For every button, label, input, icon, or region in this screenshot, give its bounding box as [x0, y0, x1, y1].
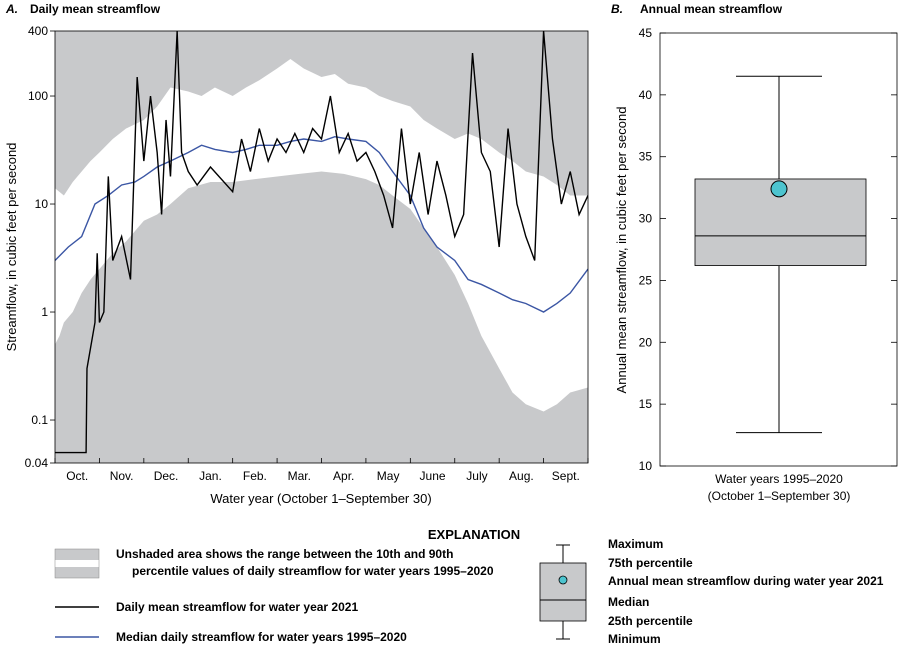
x-tick-label-a: Feb.	[243, 469, 267, 483]
range-swatch-band	[55, 560, 99, 567]
y-tick-label-a: 0.1	[31, 413, 48, 427]
y-tick-label-b: 30	[639, 212, 653, 226]
y-tick-label-b: 15	[639, 397, 653, 411]
x-tick-label-a: June	[420, 469, 446, 483]
y-tick-label-a: 400	[28, 24, 48, 38]
plot-a-axes: 0.04 0.1 1 10 100 400 Oct. Nov. Dec. Jan. Feb. Mar.…	[25, 24, 589, 483]
y-tick-label-b: 25	[639, 273, 653, 287]
median-daily-line	[55, 135, 588, 313]
annual-mean-2021-point	[770, 180, 788, 198]
y-tick-label-a: 1	[41, 305, 48, 319]
panel-a-label: A.	[5, 2, 18, 16]
x-tick-label-a: Jan.	[199, 469, 222, 483]
plot-b-category-sub: (October 1–September 30)	[708, 489, 851, 503]
y-tick-label-b: 10	[639, 459, 653, 473]
x-tick-label-a: Dec.	[154, 469, 179, 483]
legend-median: Median	[608, 595, 649, 609]
y-tick-label-a: 10	[35, 197, 49, 211]
legend-p75: 75th percentile	[608, 556, 693, 570]
percentile-range-band	[55, 59, 588, 412]
y-tick-label-a: 0.04	[25, 456, 49, 470]
panel-a-title: Daily mean streamflow	[30, 2, 161, 16]
legend-maximum: Maximum	[608, 537, 663, 551]
legend-box-point	[558, 575, 568, 585]
box-plot	[694, 75, 867, 434]
legend-range-line1: Unshaded area shows the range between th…	[116, 547, 453, 561]
plot-b-axes: 10 15 20 25 30 35 40 45	[639, 26, 897, 473]
x-tick-label-a: Oct.	[66, 469, 88, 483]
panel-a: A. Daily mean streamflow 0.04 0.1 1 10 100 40…	[4, 2, 589, 506]
legend-minimum: Minimum	[608, 632, 661, 646]
x-tick-label-a: July	[466, 469, 487, 483]
x-tick-label-a: Apr.	[333, 469, 354, 483]
x-tick-label-a: Nov.	[110, 469, 134, 483]
y-tick-label-b: 45	[639, 26, 653, 40]
x-tick-label-a: May	[377, 469, 400, 483]
explanation: EXPLANATION Unshaded area shows the rang…	[54, 527, 884, 646]
panel-b: B. Annual mean streamflow 10 15 20 25 30 35 40…	[611, 2, 898, 503]
plot-b-frame	[659, 32, 898, 467]
plot-a-ylabel: Streamflow, in cubic feet per second	[4, 143, 19, 352]
legend-range-line2: percentile values of daily streamflow fo…	[132, 564, 494, 578]
legend-median-daily: Median daily streamflow for water years …	[116, 630, 407, 644]
y-tick-label-b: 35	[639, 150, 653, 164]
legend-annual-2021: Annual mean streamflow during water year…	[608, 574, 884, 588]
plot-b-category: Water years 1995–2020	[715, 472, 843, 486]
daily-mean-2021-line	[55, 31, 588, 454]
plot-a-xlabel: Water year (October 1–September 30)	[210, 491, 431, 506]
range-swatch-frame	[54, 548, 100, 579]
x-tick-label-a: Sept.	[552, 469, 580, 483]
explanation-title: EXPLANATION	[428, 527, 520, 542]
legend-p25: 25th percentile	[608, 614, 693, 628]
panel-b-title: Annual mean streamflow	[640, 2, 783, 16]
y-tick-label-b: 40	[639, 88, 653, 102]
plot-b-ylabel: Annual mean streamflow, in cubic feet pe…	[614, 107, 629, 394]
y-tick-label-a: 100	[28, 89, 48, 103]
panel-b-label: B.	[611, 2, 623, 16]
legend-box	[539, 562, 587, 622]
x-tick-label-a: Mar.	[288, 469, 311, 483]
y-tick-label-b: 20	[639, 335, 653, 349]
x-tick-label-a: Aug.	[509, 469, 534, 483]
legend-daily-2021: Daily mean streamflow for water year 202…	[116, 600, 358, 614]
